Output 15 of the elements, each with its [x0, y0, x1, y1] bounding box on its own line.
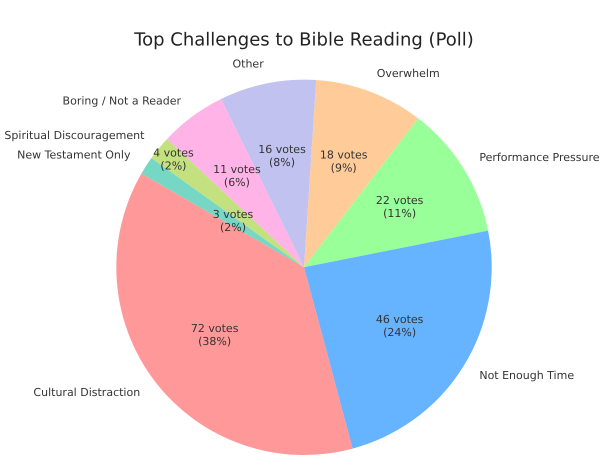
data-label: 11 votes (6%) — [213, 163, 261, 190]
slice-label: Overwhelm — [376, 66, 440, 80]
data-label: 16 votes (8%) — [258, 143, 306, 170]
data-label: 72 votes (38%) — [190, 322, 239, 348]
slice-label: Boring / Not a Reader — [62, 94, 182, 108]
slice-label: Other — [232, 58, 264, 71]
slice-label: Cultural Distraction — [33, 386, 140, 399]
chart-title: Top Challenges to Bible Reading (Poll) — [133, 29, 474, 50]
slice-label: Not Enough Time — [479, 369, 574, 382]
slice-label: Spiritual Discouragement — [4, 129, 146, 142]
slice-label: Performance Pressure — [479, 151, 600, 164]
slice-label: New Testament Only — [17, 148, 131, 162]
data-label: 18 votes (9%) — [320, 148, 368, 174]
data-label: 22 votes (11%) — [376, 194, 424, 220]
data-label: 46 votes (24%) — [376, 313, 424, 340]
